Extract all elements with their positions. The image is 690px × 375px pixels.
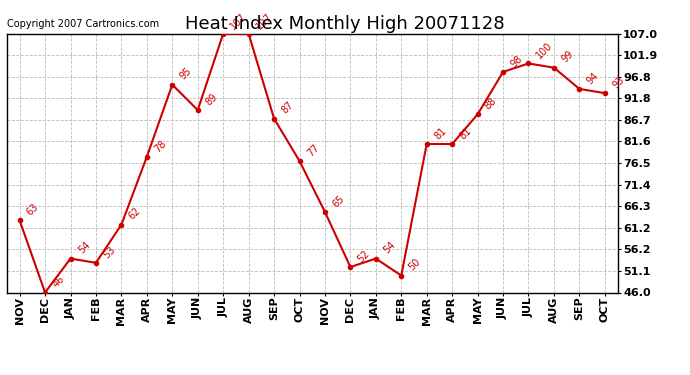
Text: 54: 54	[382, 240, 397, 256]
Text: 95: 95	[178, 66, 194, 82]
Text: 65: 65	[331, 193, 346, 209]
Text: 50: 50	[407, 257, 423, 273]
Text: 107: 107	[254, 11, 275, 31]
Text: 87: 87	[279, 100, 295, 116]
Text: 88: 88	[483, 96, 499, 112]
Text: 98: 98	[509, 53, 524, 69]
Text: 81: 81	[432, 126, 448, 141]
Text: 100: 100	[534, 40, 554, 61]
Text: 77: 77	[305, 142, 321, 158]
Text: 46: 46	[50, 274, 66, 290]
Text: 81: 81	[457, 126, 473, 141]
Text: 93: 93	[611, 75, 626, 90]
Text: 78: 78	[152, 138, 168, 154]
Text: 52: 52	[356, 248, 372, 264]
Text: 63: 63	[25, 202, 41, 217]
Text: 89: 89	[204, 92, 219, 107]
Text: 107: 107	[228, 11, 249, 31]
Text: Copyright 2007 Cartronics.com: Copyright 2007 Cartronics.com	[7, 19, 159, 28]
Text: 62: 62	[127, 206, 143, 222]
Text: Heat Index Monthly High 20071128: Heat Index Monthly High 20071128	[185, 15, 505, 33]
Text: 54: 54	[76, 240, 92, 256]
Text: 99: 99	[560, 49, 575, 65]
Text: 53: 53	[101, 244, 117, 260]
Text: 94: 94	[585, 70, 601, 86]
